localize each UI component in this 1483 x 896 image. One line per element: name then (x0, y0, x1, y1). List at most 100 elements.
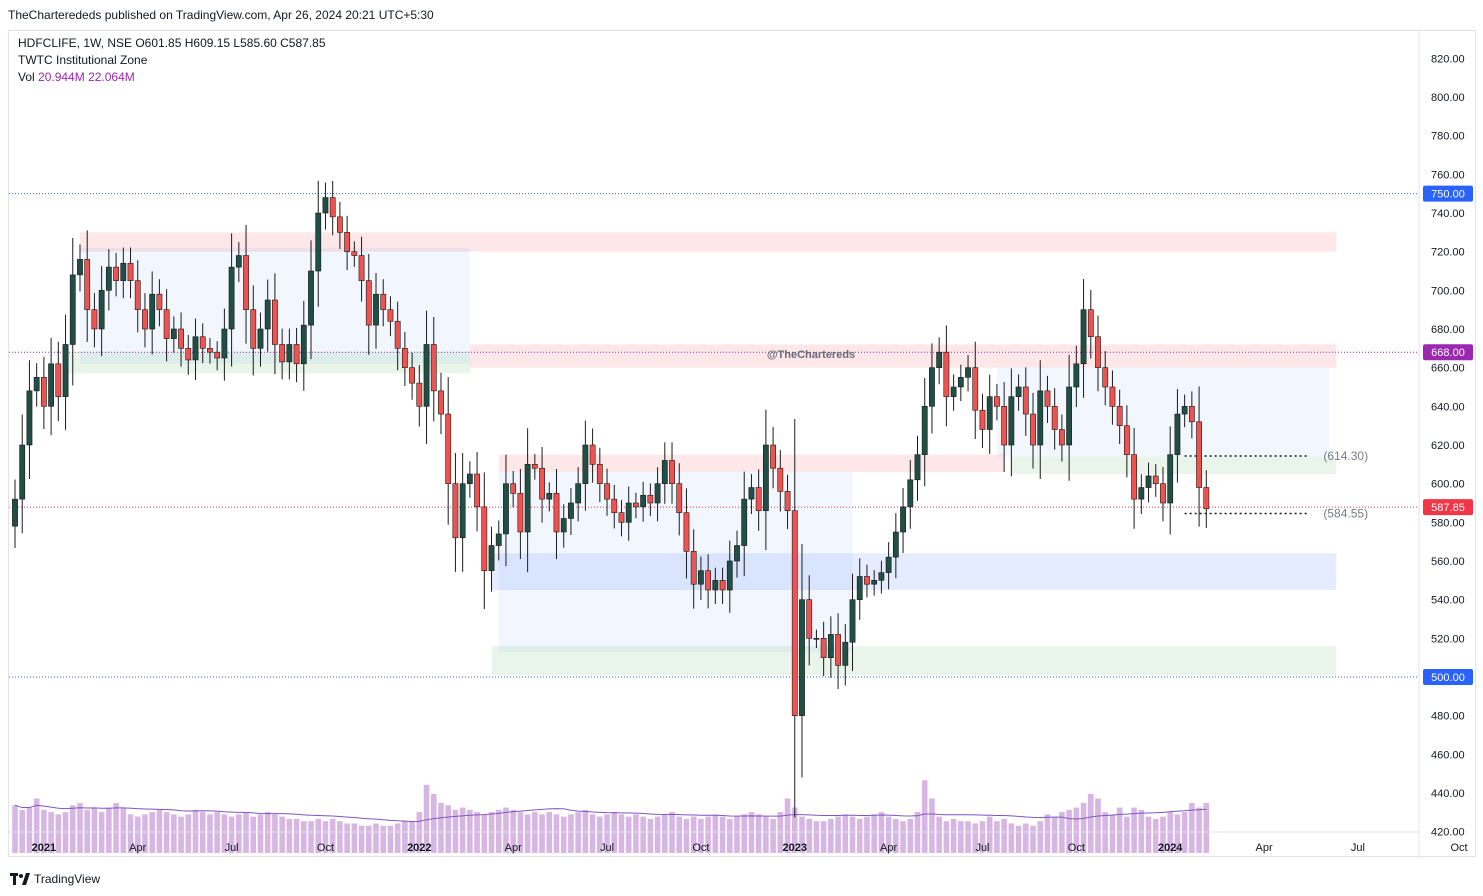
candle-body (864, 576, 870, 585)
volume-bar (1124, 816, 1130, 853)
candle-body (1138, 487, 1145, 500)
volume-bar (467, 809, 473, 853)
candle-body (719, 580, 726, 591)
volume-bar (1152, 818, 1159, 853)
candle-body (264, 299, 271, 330)
price-tag (1423, 499, 1473, 516)
volume-bar (517, 812, 524, 853)
candle-body (495, 533, 502, 546)
candle-body (329, 197, 336, 218)
candle-body (1109, 386, 1116, 407)
candle-body (1131, 454, 1137, 500)
candle-body (322, 197, 329, 214)
volume-bar (719, 816, 726, 853)
x-tick-label: Jul (600, 842, 614, 854)
volume-bar (1001, 818, 1007, 853)
candle-body (113, 266, 119, 281)
volume-bar (228, 816, 235, 853)
volume-bar (1095, 798, 1101, 853)
volume-bar (1030, 825, 1036, 853)
price-tag-label: 500.00 (1431, 672, 1465, 684)
volume-bar (416, 812, 423, 853)
volume-bar (943, 821, 950, 853)
y-tick-label: 520.00 (1431, 633, 1465, 645)
indicator-name[interactable]: TWTC Institutional Zone (18, 53, 148, 67)
zone-demand (491, 646, 1337, 676)
volume-bar (409, 821, 415, 853)
volume-layer (12, 780, 1210, 853)
candle-body (813, 638, 820, 640)
candle-body (878, 572, 885, 581)
candle-body (705, 570, 712, 591)
candle-body (279, 344, 286, 363)
volume-bar (1051, 816, 1058, 853)
volume-bar (582, 809, 589, 853)
volume-bar (156, 809, 163, 853)
candle-body (315, 212, 322, 272)
volume-bar (965, 821, 971, 853)
volume-bar (113, 803, 119, 853)
candle-body (929, 367, 935, 407)
volume-bar (726, 818, 733, 853)
candle-body (1123, 425, 1130, 455)
candle-body (214, 351, 221, 359)
candle-body (40, 377, 47, 407)
volume-bar (871, 814, 877, 853)
volume-bar (849, 816, 856, 853)
tradingview-logo-icon[interactable] (10, 873, 30, 885)
candlestick-chart[interactable]: (614.30) (584.55) @TheChartereds 420.00 440.… (9, 31, 1477, 858)
candle-body (697, 570, 704, 585)
candle-body (1188, 406, 1195, 423)
volume-bar (214, 812, 220, 853)
volume-bar (1080, 803, 1087, 853)
candle-body (936, 351, 943, 368)
candle-body (1051, 406, 1058, 430)
volume-bar (900, 821, 906, 853)
candle-body (1044, 390, 1051, 407)
volume-bar (1023, 823, 1029, 853)
volume-legend[interactable]: Vol 20.944M 22.064M (18, 69, 326, 86)
volume-bar (98, 812, 105, 853)
x-tick-label: Oct (317, 842, 334, 854)
price-tag (1423, 669, 1473, 685)
candle-body (243, 255, 249, 310)
chart-pane[interactable]: (614.30) (584.55) @TheChartereds 420.00 440.… (8, 30, 1477, 858)
volume-bar (1015, 825, 1022, 853)
candle-body (156, 293, 163, 310)
symbol-line[interactable]: HDFCLIFE, 1W, NSE O601.85 H609.15 L585.6… (18, 36, 326, 50)
candle-body (163, 309, 170, 339)
volume-bar (553, 814, 560, 853)
volume-bar (120, 807, 127, 853)
volume-bar (48, 812, 54, 853)
chart-legend: HDFCLIFE, 1W, NSE O601.85 H609.15 L585.6… (18, 35, 326, 86)
candle-body (308, 270, 314, 326)
volume-bar (445, 805, 451, 853)
volume-bar (488, 812, 495, 853)
x-tick-label: Jul (975, 842, 989, 854)
candle-body (1008, 396, 1015, 446)
candle-body (178, 328, 184, 349)
price-tag (1423, 344, 1473, 361)
volume-bar (337, 821, 343, 853)
candle-body (647, 494, 654, 504)
candle-body (835, 634, 841, 666)
candle-body (1066, 386, 1073, 446)
candle-body (885, 556, 892, 573)
candle-body (1015, 386, 1022, 397)
volume-bar (611, 812, 618, 853)
volume-bar (402, 821, 408, 853)
volume-bar (1131, 807, 1137, 853)
volume-bar (1073, 807, 1080, 853)
y-tick-label: 540.00 (1431, 595, 1465, 607)
volume-bar (1102, 812, 1109, 853)
volume-bar (777, 812, 784, 853)
candle-body (943, 351, 950, 397)
candle-body (748, 487, 755, 500)
candle-body (907, 479, 914, 508)
candle-body (387, 309, 394, 322)
candle-body (842, 641, 849, 666)
candle-body (466, 473, 473, 484)
volume-bar (149, 812, 155, 853)
tradingview-brand[interactable]: TradingView (34, 872, 101, 886)
volume-bar (163, 812, 170, 853)
